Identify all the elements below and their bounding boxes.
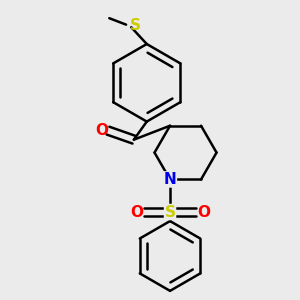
Text: O: O	[95, 123, 108, 138]
Text: O: O	[197, 205, 210, 220]
Text: O: O	[130, 205, 143, 220]
Text: S: S	[130, 18, 141, 33]
Text: N: N	[164, 172, 176, 187]
Text: S: S	[164, 205, 175, 220]
